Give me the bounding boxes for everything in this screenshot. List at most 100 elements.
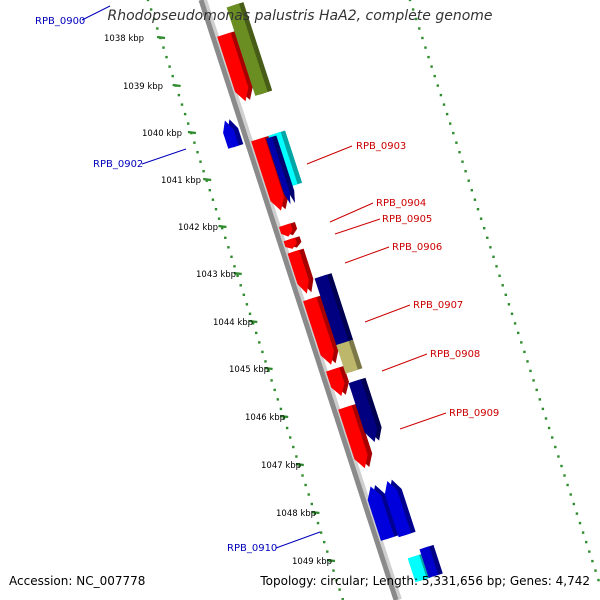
inner-ruler-dot bbox=[289, 436, 292, 439]
gene-arrow bbox=[303, 296, 334, 365]
outer-ruler-dot bbox=[418, 27, 421, 30]
outer-ruler-dot bbox=[513, 322, 517, 325]
label-leader-line bbox=[344, 246, 390, 264]
outer-ruler-dot bbox=[467, 179, 470, 182]
gene-label: RPB_0909 bbox=[449, 408, 499, 419]
inner-ruler-dot bbox=[261, 350, 264, 354]
inner-ruler-dot bbox=[177, 93, 181, 97]
ruler-dots bbox=[146, 0, 600, 600]
outer-ruler-dot bbox=[483, 227, 486, 230]
outer-ruler-dot bbox=[486, 236, 489, 239]
outer-ruler-dot bbox=[566, 483, 569, 487]
inner-ruler-dot bbox=[313, 512, 317, 515]
gene-label: RPB_0907 bbox=[413, 300, 463, 311]
gene-label: RPB_0906 bbox=[392, 242, 442, 253]
gene-arrow bbox=[279, 223, 293, 237]
inner-ruler-dot bbox=[341, 598, 344, 600]
backbone-track bbox=[198, 0, 402, 600]
tick-label: 1041 kbp bbox=[161, 176, 201, 186]
tick-label: 1040 kbp bbox=[142, 129, 182, 139]
outer-ruler-dot bbox=[436, 84, 439, 87]
outer-ruler-dot bbox=[445, 112, 449, 116]
outer-ruler-dot bbox=[492, 255, 495, 258]
outer-ruler-dot bbox=[489, 246, 492, 249]
inner-ruler-dot bbox=[217, 217, 221, 220]
outer-ruler-dot bbox=[415, 17, 418, 21]
outer-ruler-dot bbox=[597, 578, 600, 582]
gene-arrow bbox=[217, 32, 249, 102]
outer-ruler-dot bbox=[517, 331, 520, 335]
inner-ruler-dot bbox=[221, 227, 224, 230]
major-tick bbox=[203, 177, 212, 182]
tick-label: 1039 kbp bbox=[123, 82, 163, 92]
inner-ruler-dot bbox=[205, 179, 208, 182]
gene-arrow bbox=[223, 120, 239, 149]
outer-ruler-dot bbox=[575, 512, 579, 515]
major-tick bbox=[233, 271, 242, 276]
outer-ruler-dot bbox=[523, 350, 526, 354]
inner-ruler-dot bbox=[295, 455, 298, 458]
outer-ruler-dot bbox=[433, 74, 436, 78]
inner-ruler-dot bbox=[298, 464, 301, 468]
outer-ruler-dot bbox=[442, 103, 446, 106]
inner-ruler-dot bbox=[165, 55, 168, 59]
inner-ruler-dot bbox=[285, 426, 289, 430]
outer-ruler-dot bbox=[529, 369, 532, 373]
inner-ruler-dot bbox=[304, 483, 307, 487]
gene-label: RPB_0905 bbox=[382, 214, 432, 225]
inner-ruler-dot bbox=[251, 322, 255, 325]
major-tick bbox=[187, 130, 197, 135]
outer-ruler-dot bbox=[526, 360, 529, 363]
outer-ruler-dot bbox=[547, 426, 551, 430]
outer-ruler-dot bbox=[585, 540, 588, 544]
outer-ruler-dot bbox=[464, 170, 467, 173]
gene-arrow bbox=[384, 481, 412, 538]
inner-ruler-dot bbox=[236, 274, 239, 277]
outer-ruler-dot bbox=[581, 531, 585, 534]
inner-ruler-dot bbox=[233, 265, 236, 268]
label-leader-line bbox=[306, 145, 353, 165]
genome-summary-text: Topology: circular; Length: 5,331,656 bp… bbox=[260, 574, 590, 588]
outer-ruler-dot bbox=[520, 341, 523, 344]
gene-label: RPB_0910 bbox=[227, 543, 277, 554]
outer-ruler-dot bbox=[458, 151, 461, 154]
gene-label: RPB_0902 bbox=[93, 159, 143, 170]
cds-arrow bbox=[407, 554, 427, 583]
inner-ruler-dot bbox=[193, 141, 196, 144]
tick-label: 1047 kbp bbox=[261, 461, 301, 471]
label-leader-lines bbox=[81, 5, 447, 549]
inner-ruler-dot bbox=[276, 398, 279, 401]
inner-ruler-dot bbox=[242, 293, 245, 296]
inner-ruler-dot bbox=[156, 27, 159, 30]
label-leader-line bbox=[381, 353, 428, 372]
outer-ruler-dot bbox=[461, 160, 464, 163]
outer-ruler-dot bbox=[504, 293, 507, 296]
inner-ruler-dot bbox=[307, 493, 310, 496]
outer-ruler-dot bbox=[563, 474, 566, 477]
label-leader-line bbox=[141, 148, 187, 165]
gene-arrow bbox=[367, 486, 395, 541]
major-tick bbox=[311, 510, 320, 515]
inner-ruler-dot bbox=[258, 341, 261, 344]
inner-ruler-dot bbox=[338, 588, 341, 591]
outer-ruler-dot bbox=[588, 550, 591, 553]
inner-ruler-dot bbox=[245, 303, 249, 306]
outer-ruler-dot bbox=[455, 141, 458, 144]
outer-ruler-dot bbox=[424, 46, 427, 49]
outer-ruler-dot bbox=[495, 265, 498, 268]
outer-ruler-dot bbox=[551, 436, 554, 439]
outer-ruler-dot bbox=[507, 303, 511, 306]
gene-arrow bbox=[326, 367, 345, 396]
major-tick bbox=[172, 83, 181, 88]
inner-ruler-dot bbox=[224, 236, 227, 239]
inner-ruler-dot bbox=[248, 312, 252, 315]
inner-ruler-dot bbox=[183, 112, 187, 116]
outer-ruler-dot bbox=[498, 274, 501, 277]
tick-labels: 1038 kbp 1039 kbp 1040 kbp 1041 kbp 1042 kbp… bbox=[104, 34, 332, 567]
tick-label: 1048 kbp bbox=[276, 509, 316, 519]
inner-ruler-dot bbox=[316, 521, 320, 525]
inner-ruler-dot bbox=[202, 170, 205, 173]
major-tick bbox=[218, 224, 227, 229]
label-leader-line bbox=[81, 5, 111, 21]
